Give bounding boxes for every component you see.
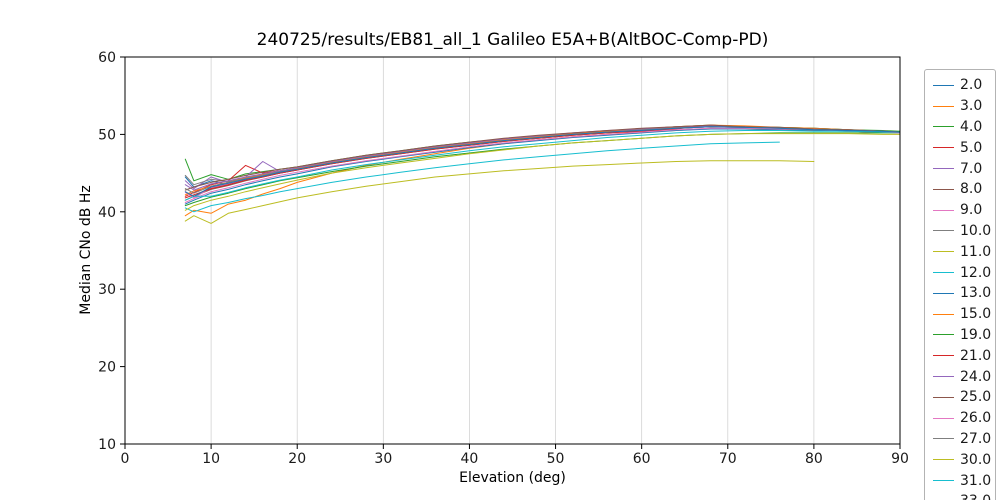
series-line-24.0	[184, 125, 901, 191]
legend-label: 24.0	[960, 368, 992, 385]
legend-line-sample	[933, 438, 954, 440]
legend-item-31.0: 31.0	[933, 470, 995, 491]
series-line-31.0	[184, 130, 901, 201]
legend-line-sample	[933, 168, 954, 170]
legend-item-9.0: 9.0	[933, 200, 995, 221]
y-tick-label: 10	[98, 437, 116, 453]
legend-label: 2.0	[960, 77, 983, 94]
legend-label: 8.0	[960, 181, 983, 198]
legend-item-11.0: 11.0	[933, 241, 995, 262]
legend-line-sample	[933, 251, 954, 253]
axes-frame	[124, 56, 901, 445]
legend-label: 10.0	[960, 222, 992, 239]
series-line-12.0	[184, 141, 780, 213]
y-tick-label: 40	[98, 205, 116, 221]
x-tick-label: 10	[202, 451, 220, 467]
legend-line-sample	[933, 230, 954, 232]
legend-item-2.0: 2.0	[933, 75, 995, 96]
legend-label: 9.0	[960, 202, 983, 219]
chart-title: 240725/results/EB81_all_1 Galileo E5A+B(…	[256, 30, 769, 50]
legend-label: 30.0	[960, 451, 992, 468]
legend-item-10.0: 10.0	[933, 221, 995, 242]
y-tick-label: 20	[98, 360, 116, 376]
legend-line-sample	[933, 105, 954, 107]
legend-item-13.0: 13.0	[933, 283, 995, 304]
legend-item-7.0: 7.0	[933, 158, 995, 179]
y-axis-label: Median CNo dB Hz	[78, 185, 94, 315]
legend-label: 7.0	[960, 160, 983, 177]
legend-line-sample	[933, 188, 954, 190]
legend-line-sample	[933, 126, 954, 128]
x-tick-label: 70	[719, 451, 737, 467]
legend-label: 21.0	[960, 347, 992, 364]
x-tick-label: 40	[461, 451, 479, 467]
legend-item-15.0: 15.0	[933, 304, 995, 325]
x-tick-label: 60	[633, 451, 651, 467]
y-tick-label: 60	[98, 50, 116, 66]
series-line-3.0	[184, 127, 901, 217]
legend-line-sample	[933, 84, 954, 86]
legend-label: 27.0	[960, 430, 992, 447]
y-tick-label: 50	[98, 127, 116, 143]
x-tick-label: 50	[547, 451, 565, 467]
x-axis-label: Elevation (deg)	[459, 470, 566, 486]
legend-line-sample	[933, 313, 954, 315]
legend-item-24.0: 24.0	[933, 366, 995, 387]
legend-item-12.0: 12.0	[933, 262, 995, 283]
series-line-26.0	[184, 127, 901, 203]
series-line-33.0	[184, 126, 901, 197]
legend-line-sample	[933, 396, 954, 398]
legend-label: 3.0	[960, 98, 983, 115]
legend-label: 5.0	[960, 139, 983, 156]
y-tick-label: 30	[98, 282, 116, 298]
legend-label: 19.0	[960, 326, 992, 343]
series-line-13.0	[184, 128, 901, 205]
legend-item-25.0: 25.0	[933, 387, 995, 408]
legend-item-33.0: 33.0	[933, 491, 995, 500]
legend-line-sample	[933, 376, 954, 378]
legend-item-26.0: 26.0	[933, 408, 995, 429]
legend-label: 33.0	[960, 493, 991, 500]
x-tick-label: 20	[288, 451, 306, 467]
legend-item-30.0: 30.0	[933, 449, 995, 470]
legend-line-sample	[933, 417, 954, 419]
legend-label: 13.0	[960, 285, 992, 302]
series-line-30.0	[184, 133, 901, 211]
legend-label: 4.0	[960, 118, 983, 135]
series-line-19.0	[184, 132, 901, 207]
legend: 2.0 3.0 4.0 5.0 7.0 8.0 9.0 10.0 11.0 12.0 13.0 15.…	[924, 69, 996, 500]
legend-item-4.0: 4.0	[933, 117, 995, 138]
legend-item-21.0: 21.0	[933, 345, 995, 366]
legend-label: 11.0	[960, 243, 992, 260]
legend-line-sample	[933, 355, 954, 357]
legend-line-sample	[933, 459, 954, 461]
legend-item-27.0: 27.0	[933, 429, 995, 450]
x-tick-label: 90	[891, 451, 909, 467]
x-tick-label: 30	[374, 451, 392, 467]
legend-item-19.0: 19.0	[933, 325, 995, 346]
series-line-11.0	[184, 160, 815, 224]
x-tick-label: 0	[121, 451, 130, 467]
legend-line-sample	[933, 147, 954, 149]
legend-line-sample	[933, 334, 954, 336]
legend-line-sample	[933, 209, 954, 211]
legend-item-8.0: 8.0	[933, 179, 995, 200]
series-line-25.0	[184, 124, 901, 191]
legend-label: 15.0	[960, 306, 992, 323]
legend-label: 26.0	[960, 410, 992, 427]
legend-line-sample	[933, 292, 954, 294]
legend-label: 12.0	[960, 264, 992, 281]
legend-line-sample	[933, 272, 954, 274]
legend-item-3.0: 3.0	[933, 96, 995, 117]
legend-label: 25.0	[960, 389, 992, 406]
legend-label: 31.0	[960, 472, 992, 489]
legend-line-sample	[933, 480, 954, 482]
x-tick-label: 80	[805, 451, 823, 467]
legend-item-5.0: 5.0	[933, 137, 995, 158]
